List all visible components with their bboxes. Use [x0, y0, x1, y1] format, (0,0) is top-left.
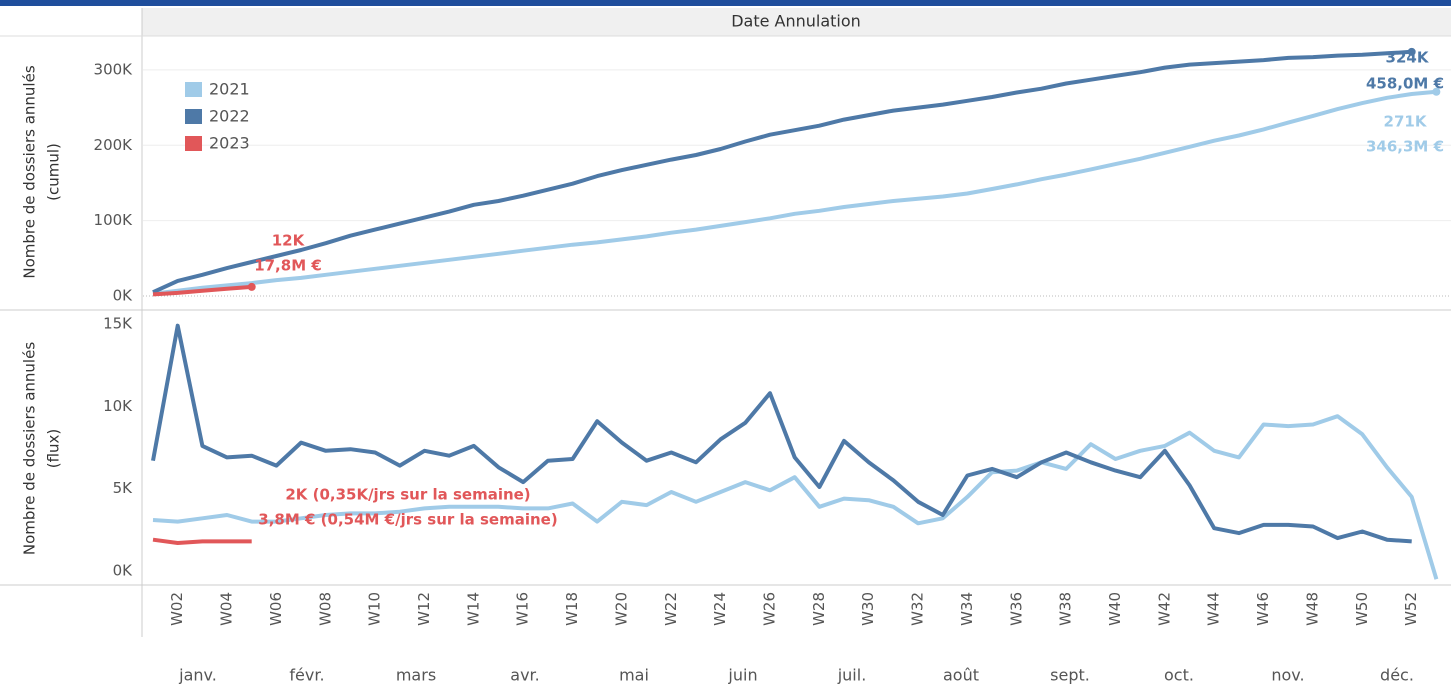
x-tick-label: W40 — [1106, 592, 1124, 626]
x-tick-label: W16 — [514, 592, 532, 626]
x-tick-label: W42 — [1155, 592, 1173, 626]
y-tick-label: 200K — [94, 136, 134, 154]
line-series — [151, 323, 1412, 544]
legend-swatch — [185, 109, 202, 124]
y-axis-title: Nombre de dossiers annulés — [21, 65, 39, 278]
x-tick-label: W28 — [810, 592, 828, 626]
legend-label: 2021 — [209, 80, 250, 99]
month-label: avr. — [510, 666, 539, 685]
line-series — [152, 49, 1412, 295]
y-axis-title: (flux) — [45, 429, 63, 469]
month-label: janv. — [178, 666, 217, 685]
x-tick-label: W24 — [711, 592, 729, 626]
month-label: déc. — [1380, 666, 1414, 685]
month-label: oct. — [1164, 666, 1194, 685]
end-point — [247, 282, 256, 291]
x-tick-label: W36 — [1007, 592, 1025, 626]
x-tick-label: W10 — [366, 592, 384, 626]
x-tick-label: W20 — [612, 592, 630, 626]
legend-swatch — [185, 82, 202, 97]
header: Date Annulation — [731, 12, 861, 31]
line-series — [152, 89, 1437, 296]
x-tick-label: W30 — [859, 592, 877, 626]
x-tick-label: W46 — [1254, 592, 1272, 626]
y-tick-label: 300K — [94, 60, 134, 78]
annotation: 324K — [1386, 49, 1430, 67]
x-tick-label: W08 — [316, 592, 334, 626]
line-series — [152, 284, 252, 297]
top-bar — [0, 0, 1451, 6]
legend-label: 2023 — [209, 134, 250, 153]
y-tick-label: 10K — [103, 397, 133, 415]
x-tick-label: W44 — [1205, 592, 1223, 626]
month-label: août — [943, 666, 979, 685]
y-tick-label: 0K — [113, 286, 134, 304]
y-tick-label: 0K — [113, 562, 134, 580]
x-tick-label: W48 — [1303, 592, 1321, 626]
month-label: mai — [619, 666, 649, 685]
x-tick-label: W52 — [1402, 592, 1420, 626]
x-tick-label: W04 — [218, 592, 236, 626]
x-tick-label: W38 — [1057, 592, 1075, 626]
month-label: sept. — [1050, 666, 1090, 685]
annotation: 458,0M € — [1366, 75, 1444, 93]
x-tick-label: W50 — [1353, 592, 1371, 626]
y-axis-title: Nombre de dossiers annulés — [21, 342, 39, 555]
line-series — [152, 414, 1439, 580]
y-tick-label: 100K — [94, 211, 134, 229]
x-tick-label: W22 — [662, 592, 680, 626]
annotation: 346,3M € — [1366, 138, 1444, 156]
x-tick-label: W14 — [464, 592, 482, 626]
x-tick-label: W26 — [761, 592, 779, 626]
legend-swatch — [185, 136, 202, 151]
y-tick-label: 5K — [113, 479, 134, 497]
x-tick-label: W32 — [909, 592, 927, 626]
y-axis-title: (cumul) — [45, 143, 63, 201]
month-label: mars — [396, 666, 436, 685]
x-tick-label: W12 — [415, 592, 433, 626]
header-band — [142, 8, 1451, 36]
legend-label: 2022 — [209, 107, 250, 126]
annotation: 17,8M € — [254, 257, 322, 275]
x-tick-label: W06 — [267, 592, 285, 626]
line-series — [152, 537, 252, 545]
y-tick-label: 15K — [103, 315, 133, 333]
month-label: juin — [727, 666, 757, 685]
month-label: juil. — [837, 666, 867, 685]
annotation: 12K — [272, 232, 306, 250]
annotation: 271K — [1384, 113, 1428, 131]
x-tick-label: W02 — [168, 592, 186, 626]
month-label: févr. — [289, 666, 324, 685]
annotation: 2K (0,35K/jrs sur la semaine) — [285, 486, 530, 504]
end-point — [1407, 47, 1416, 56]
x-tick-label: W18 — [563, 592, 581, 626]
annotation: 3,8M € (0,54M €/jrs sur la semaine) — [258, 511, 557, 529]
x-tick-label: W34 — [958, 592, 976, 626]
end-point — [1432, 87, 1441, 96]
month-label: nov. — [1271, 666, 1304, 685]
